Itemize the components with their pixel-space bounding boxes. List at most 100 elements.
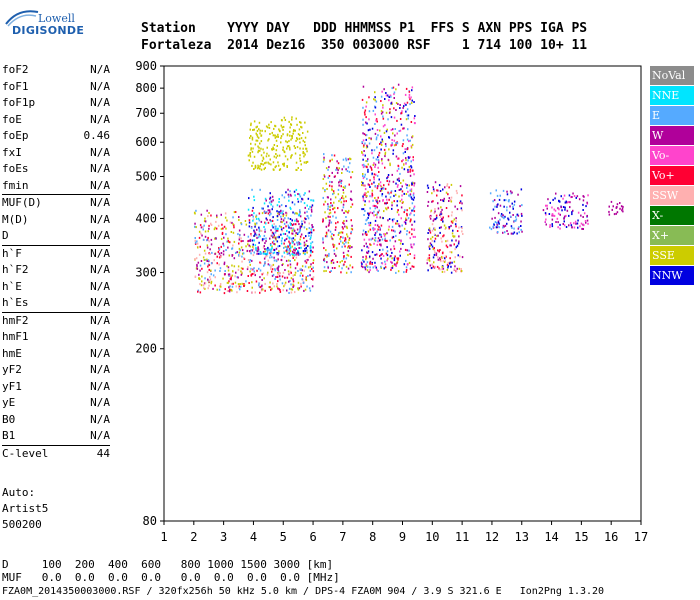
echo-point [362,266,364,269]
echo-point [287,217,290,220]
echo-point [336,247,338,250]
echo-point [271,264,273,267]
echo-point [238,286,240,289]
echo-point [285,249,287,252]
echo-point [429,231,432,234]
echo-point [308,222,310,225]
echo-point [328,184,331,187]
echo-point [325,225,328,228]
echo-point [342,206,345,209]
echo-point [290,291,293,294]
echo-point [311,210,313,213]
echo-point [380,187,383,190]
echo-point [310,206,313,209]
echo-point [367,212,369,215]
echo-point [331,154,333,157]
echo-point [272,146,274,149]
echo-point [345,168,347,171]
echo-point [273,127,275,130]
echo-point [311,204,314,207]
echo-point [363,184,365,187]
echo-point [375,138,378,141]
param-name: fxI [2,145,22,159]
param-name: MUF(D) [2,196,42,209]
echo-point [299,229,301,232]
echo-point [268,126,271,129]
echo-point [259,165,261,168]
echo-point [272,263,275,266]
echo-point [309,254,312,257]
echo-point [375,173,377,176]
echo-point [302,132,304,134]
echo-point [279,278,281,281]
echo-point [284,217,286,220]
echo-point [289,134,291,137]
echo-point [241,252,244,255]
echo-point [374,265,376,268]
echo-point [264,255,267,258]
echo-point [396,157,399,160]
echo-point [288,145,290,147]
echo-point [391,143,394,146]
footer-line2: MUF 0.0 0.0 0.0 0.0 0.0 0.0 0.0 0.0 [MHz… [2,571,340,584]
echo-point [366,218,368,221]
echo-point [294,212,296,215]
echo-point [450,224,452,227]
param-row: D N/A [2,228,110,245]
y-tick-label: 80 [143,514,157,528]
echo-point [621,209,623,212]
echo-point [289,148,291,151]
echo-point [310,249,312,252]
echo-point [334,196,337,199]
echo-point [204,277,206,280]
echo-point [293,253,295,256]
echo-point [448,200,450,202]
echo-point [374,232,377,235]
echo-point [380,100,382,102]
echo-point [260,229,263,232]
legend-item: Vo+ [650,166,694,185]
echo-point [281,194,283,197]
echo-point [294,291,296,294]
echo-point [406,214,408,217]
echo-point [286,229,288,232]
echo-point [283,242,285,245]
echo-point [227,266,230,269]
echo-point [412,209,414,212]
echo-point [337,233,340,236]
echo-point [368,96,370,99]
echo-point [255,132,257,135]
echo-point [364,113,366,116]
echo-point [494,216,496,219]
echo-point [273,285,276,288]
echo-point [308,231,310,234]
param-row: foF1 N/A [2,79,110,96]
echo-point [299,209,301,212]
echo-point [565,200,567,203]
echo-point [449,251,451,253]
echo-point [542,209,545,212]
echo-point [339,180,341,183]
echo-point [217,224,220,227]
echo-point [363,133,366,136]
echo-point [312,276,315,279]
echo-point [267,248,269,251]
echo-point [341,260,343,262]
echo-point [306,204,308,207]
echo-point [208,240,210,243]
echo-point [286,234,289,237]
echo-point [288,240,290,243]
echo-point [213,259,215,262]
y-tick-label: 300 [135,266,157,280]
echo-point [391,201,393,204]
echo-point [298,134,301,137]
echo-point [259,129,261,132]
echo-point [207,265,209,268]
echo-point [292,283,294,286]
echo-point [299,195,302,198]
echo-point [226,281,229,284]
echo-point [402,243,404,245]
echo-point [306,210,308,213]
echo-point [371,172,373,175]
echo-point [461,230,463,233]
